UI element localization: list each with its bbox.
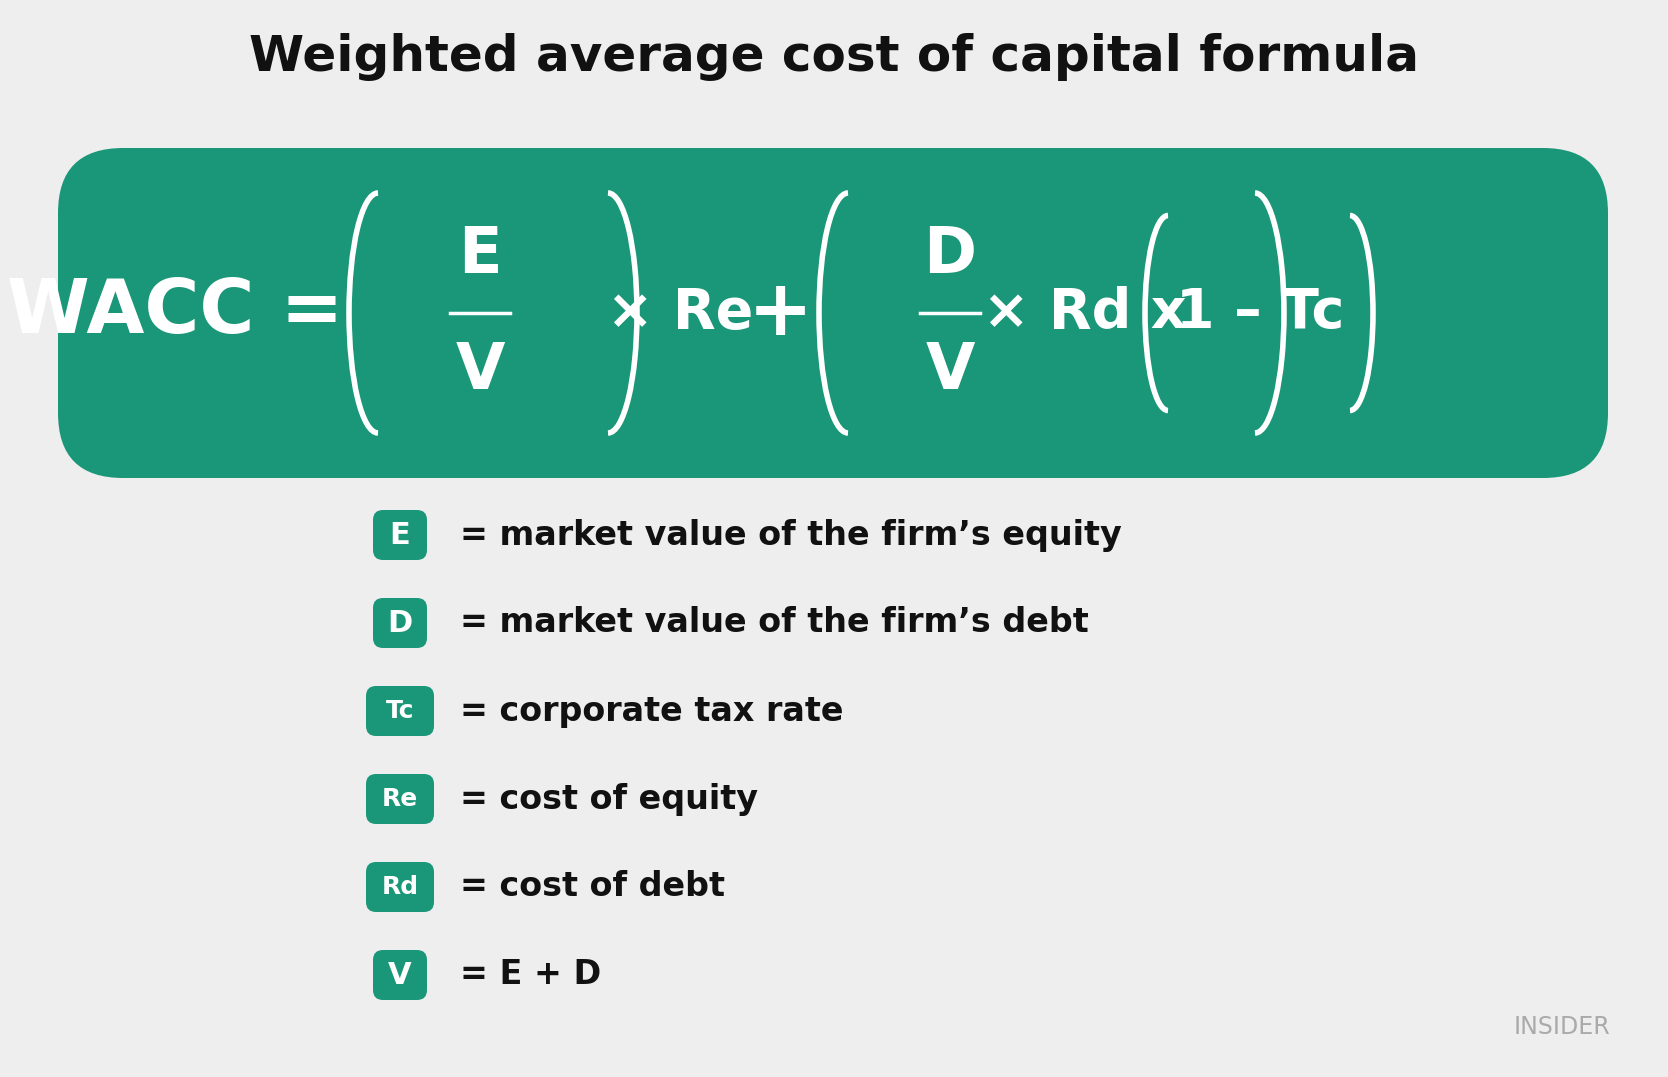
Text: Weighted average cost of capital formula: Weighted average cost of capital formula [249, 33, 1419, 81]
Text: V: V [455, 340, 505, 402]
Text: = cost of equity: = cost of equity [460, 783, 757, 815]
Text: × Re: × Re [607, 286, 754, 340]
Text: × Rd x: × Rd x [982, 286, 1186, 340]
Text: V: V [926, 340, 974, 402]
Text: E: E [390, 520, 410, 549]
FancyBboxPatch shape [365, 686, 434, 736]
FancyBboxPatch shape [365, 862, 434, 912]
Text: Tc: Tc [385, 699, 414, 723]
FancyBboxPatch shape [58, 148, 1608, 478]
Text: = market value of the firm’s debt: = market value of the firm’s debt [460, 606, 1089, 640]
Text: D: D [387, 609, 412, 638]
FancyBboxPatch shape [374, 598, 427, 648]
Text: D: D [924, 224, 976, 286]
FancyBboxPatch shape [365, 774, 434, 824]
Text: = market value of the firm’s equity: = market value of the firm’s equity [460, 518, 1123, 551]
Text: = E + D: = E + D [460, 959, 600, 992]
Text: = cost of debt: = cost of debt [460, 870, 726, 904]
FancyBboxPatch shape [374, 950, 427, 1001]
Text: Rd: Rd [382, 875, 419, 899]
Text: WACC =: WACC = [7, 277, 344, 350]
Text: INSIDER: INSIDER [1513, 1015, 1610, 1039]
Text: = corporate tax rate: = corporate tax rate [460, 695, 844, 727]
Text: +: + [747, 275, 812, 351]
Text: 1 – Tc: 1 – Tc [1176, 286, 1344, 340]
Text: E: E [459, 224, 502, 286]
Text: V: V [389, 961, 412, 990]
Text: Re: Re [382, 787, 419, 811]
FancyBboxPatch shape [374, 510, 427, 560]
